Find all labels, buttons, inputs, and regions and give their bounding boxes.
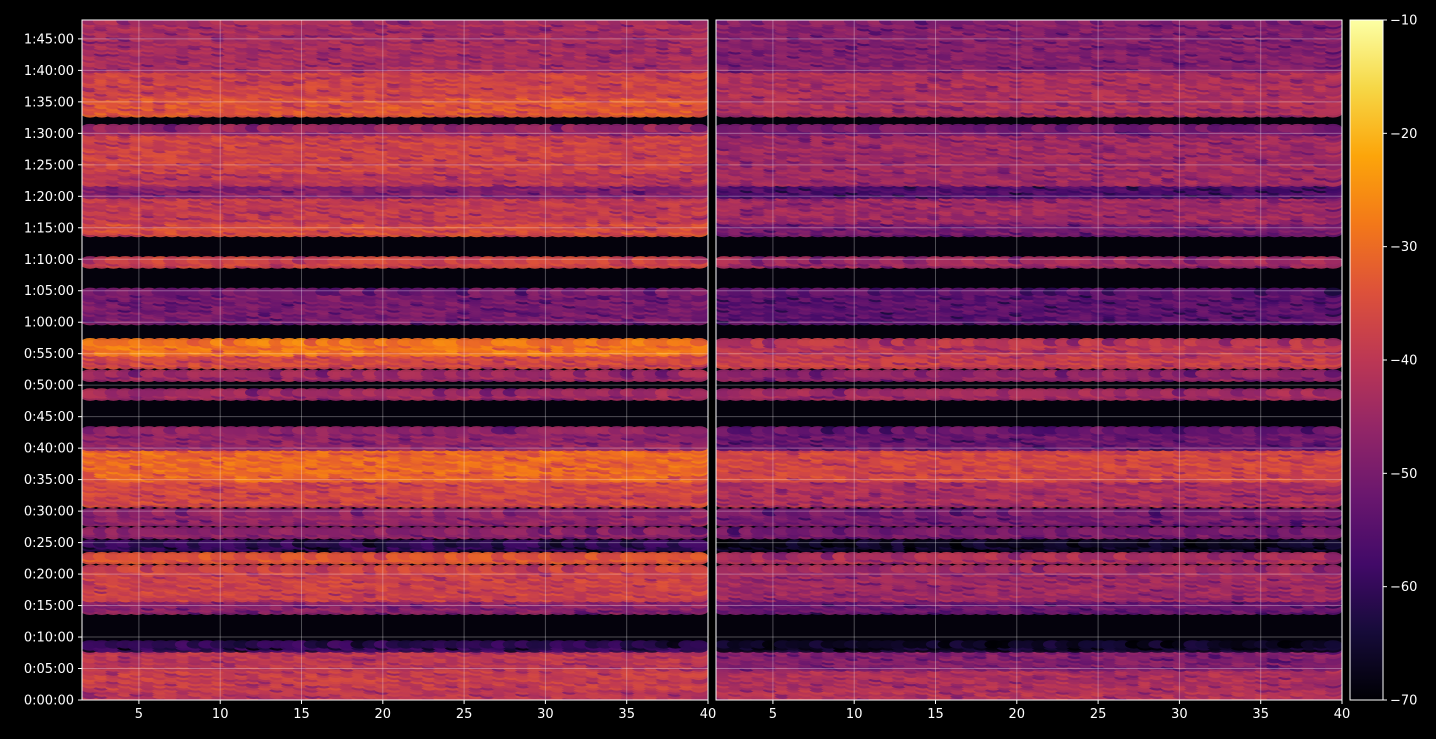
heatmap-cell [689,539,708,548]
left-panel: 5 10 15 20 25 30 35 40 [81,19,716,722]
heatmap-cell [689,552,708,561]
left-heatmap-cells [82,20,708,700]
heatmap-cell [689,508,708,517]
heatmap-cell [689,564,708,573]
heatmap-cell [689,640,708,649]
heatmap-cell [689,526,708,536]
